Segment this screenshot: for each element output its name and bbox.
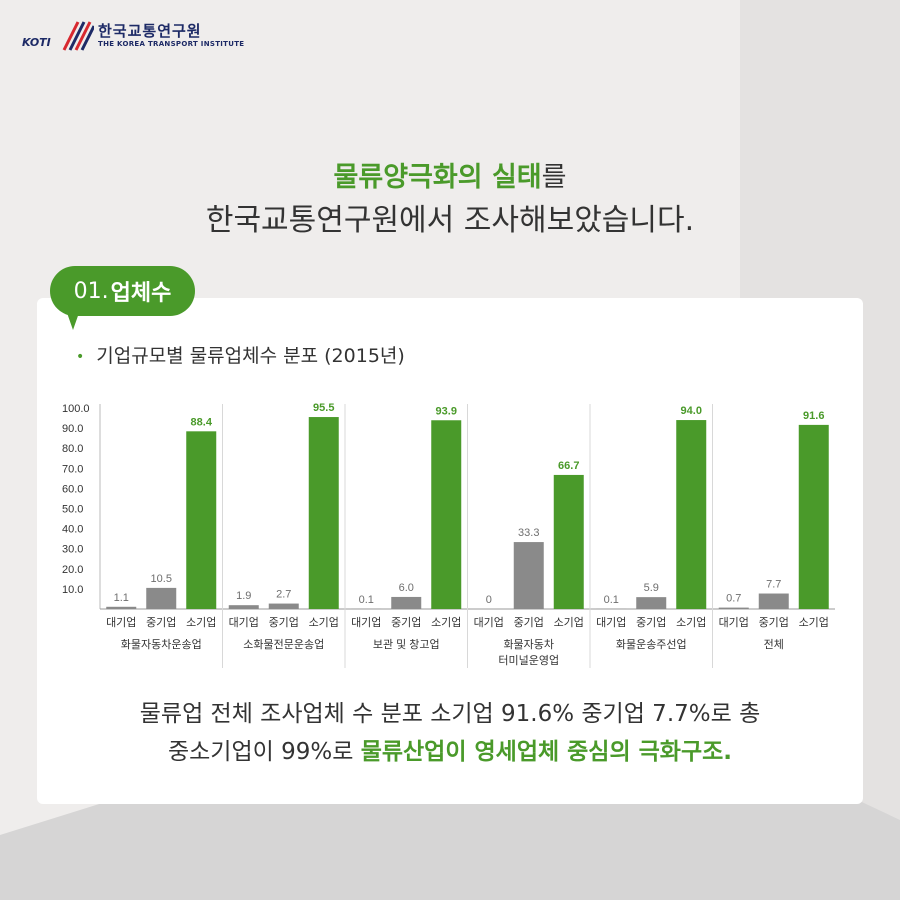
x-subcategory-label: 소기업 xyxy=(431,616,461,629)
x-group-label: 전체 xyxy=(764,638,784,651)
x-subcategory-label: 중기업 xyxy=(269,616,299,629)
bar-소기업 xyxy=(431,420,462,609)
koti-logo: KOTI 한국교통연구원 THE KOREA TRANSPORT INSTITU… xyxy=(22,18,244,54)
bar-소기업 xyxy=(186,431,217,609)
bar-중기업 xyxy=(758,593,789,609)
section-number: 01. xyxy=(73,278,109,304)
bar-소기업 xyxy=(798,424,829,609)
x-subcategory-label: 대기업 xyxy=(106,616,136,629)
x-subcategory-label: 대기업 xyxy=(474,616,504,629)
x-subcategory-label: 소기업 xyxy=(799,616,829,629)
summary-text: 물류업 전체 조사업체 수 분포 소기업 91.6% 중기업 7.7%로 총 중… xyxy=(37,695,863,771)
data-label: 33.3 xyxy=(518,527,539,539)
headline-line2: 한국교통연구원에서 조사해보았습니다. xyxy=(205,203,695,238)
y-tick-label: 30.0 xyxy=(62,544,83,556)
y-tick-label: 40.0 xyxy=(62,524,83,536)
bar-소기업 xyxy=(553,474,584,609)
x-subcategory-label: 대기업 xyxy=(719,616,749,629)
section-badge: 01. 업체수 xyxy=(50,266,195,316)
headline-line1-rest: 를 xyxy=(541,162,567,193)
data-label: 10.5 xyxy=(151,573,172,585)
summary-line1: 물류업 전체 조사업체 수 분포 소기업 91.6% 중기업 7.7%로 총 xyxy=(139,701,761,727)
x-subcategory-label: 중기업 xyxy=(146,616,176,629)
summary-highlight: 물류산업이 영세업체 중심의 극화구조. xyxy=(360,739,733,765)
section-badge-tail xyxy=(66,310,80,330)
y-tick-label: 60.0 xyxy=(62,483,83,495)
koti-logo-mark: KOTI xyxy=(22,20,96,52)
x-group-label: 화물운송주선업 xyxy=(616,638,687,651)
data-label: 94.0 xyxy=(681,405,702,417)
x-subcategory-label: 대기업 xyxy=(351,616,381,629)
summary-line2-plain: 중소기업이 99%로 xyxy=(167,739,361,765)
x-subcategory-label: 중기업 xyxy=(759,616,789,629)
x-subcategory-label: 중기업 xyxy=(514,616,544,629)
data-label: 0.1 xyxy=(604,594,619,606)
bar-대기업 xyxy=(228,605,259,609)
y-tick-label: 80.0 xyxy=(62,443,83,455)
headline: 물류양극화의 실태를 한국교통연구원에서 조사해보았습니다. xyxy=(0,157,900,243)
x-subcategory-label: 소기업 xyxy=(309,616,339,629)
x-subcategory-label: 대기업 xyxy=(229,616,259,629)
data-label: 0.1 xyxy=(359,594,374,606)
bar-중기업 xyxy=(146,587,177,609)
y-tick-label: 50.0 xyxy=(62,504,83,516)
koti-acronym: KOTI xyxy=(22,36,51,49)
x-subcategory-label: 소기업 xyxy=(186,616,216,629)
chart-subtitle: • 기업규모별 물류업체수 분포 (2015년) xyxy=(76,341,405,368)
bar-대기업 xyxy=(718,607,749,609)
x-subcategory-label: 중기업 xyxy=(391,616,421,629)
x-subcategory-label: 중기업 xyxy=(636,616,666,629)
data-label: 0 xyxy=(486,594,492,606)
bullet-icon: • xyxy=(76,348,85,365)
x-group-label: 화물자동차 xyxy=(503,638,554,651)
bar-중기업 xyxy=(513,542,544,609)
x-subcategory-label: 대기업 xyxy=(596,616,626,629)
bar-소기업 xyxy=(676,420,707,609)
data-label: 88.4 xyxy=(191,416,213,428)
data-label: 91.6 xyxy=(803,410,824,422)
x-group-label: 화물자동차운송업 xyxy=(121,638,202,651)
y-tick-label: 90.0 xyxy=(62,423,83,435)
chart-title: 기업규모별 물류업체수 분포 (2015년) xyxy=(96,345,405,367)
bar-대기업 xyxy=(106,606,137,609)
y-tick-label: 70.0 xyxy=(62,463,83,475)
y-tick-label: 100.0 xyxy=(62,403,90,415)
headline-highlight: 물류양극화의 실태 xyxy=(333,162,542,193)
bar-소기업 xyxy=(308,417,339,609)
x-group-label: 보관 및 창고업 xyxy=(373,638,440,651)
bar-중기업 xyxy=(636,597,667,609)
bar-중기업 xyxy=(391,596,422,609)
y-tick-label: 10.0 xyxy=(62,584,83,596)
data-label: 2.7 xyxy=(276,589,291,601)
x-subcategory-label: 소기업 xyxy=(676,616,706,629)
data-label: 6.0 xyxy=(399,582,414,594)
logo-name-en: THE KOREA TRANSPORT INSTITUTE xyxy=(98,40,245,48)
y-tick-label: 20.0 xyxy=(62,564,83,576)
data-label: 1.1 xyxy=(114,592,129,604)
data-label: 5.9 xyxy=(644,582,659,594)
data-label: 95.5 xyxy=(313,402,334,414)
data-label: 7.7 xyxy=(766,579,781,591)
data-label: 0.7 xyxy=(726,593,741,605)
data-label: 66.7 xyxy=(558,460,579,472)
x-subcategory-label: 소기업 xyxy=(554,616,584,629)
logo-name-kr: 한국교통연구원 xyxy=(98,22,202,40)
bar-중기업 xyxy=(268,603,299,609)
x-group-label: 터미널운영업 xyxy=(498,654,559,667)
x-group-label: 소화물전문운송업 xyxy=(243,638,324,651)
data-label: 93.9 xyxy=(436,405,457,417)
data-label: 1.9 xyxy=(236,590,251,602)
section-title: 업체수 xyxy=(110,281,172,306)
